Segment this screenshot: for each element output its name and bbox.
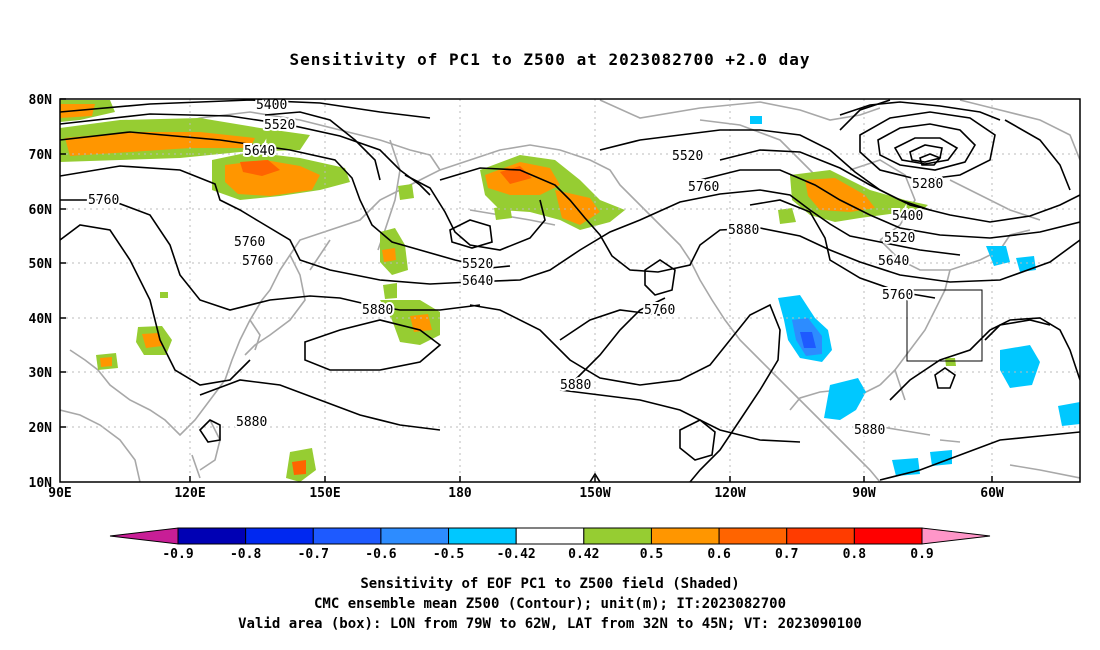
contour-label: 5760 [234, 235, 265, 250]
lat-label: 50N [29, 257, 53, 272]
contour-label: 5640 [462, 274, 493, 289]
contour-label: 5760 [242, 254, 273, 269]
caption-line-2: CMC ensemble mean Z500 (Contour); unit(m… [313, 596, 786, 612]
colorbar-box [177, 527, 247, 545]
map-frame-border [59, 98, 1081, 483]
map-title: Sensitivity of PC1 to Z500 at 2023082700… [289, 50, 811, 69]
colorbar-label: -0.5 [433, 547, 464, 562]
colorbar-label: 0.6 [707, 547, 731, 562]
colorbar-label: -0.6 [365, 547, 396, 562]
colorbar-box [650, 527, 720, 545]
contour-label: 5880 [236, 415, 267, 430]
colorbar-box [380, 527, 450, 545]
contour-label: 5880 [728, 223, 759, 238]
colorbar-box [786, 527, 855, 545]
axis-ticks [60, 98, 993, 482]
colorbar-label: -0.42 [497, 547, 536, 562]
colorbar-box [312, 527, 382, 545]
contour-labels: 5400 5520 5640 5760 5760 5760 5880 5520 … [86, 96, 945, 440]
colorbar-high-end-triangle [921, 527, 991, 545]
colorbar-label: -0.9 [162, 547, 193, 562]
contour-label: 5760 [688, 180, 719, 195]
contour-label: 5400 [256, 98, 287, 113]
colorbar-label: 0.9 [910, 547, 933, 562]
lon-label: 60W [980, 486, 1004, 501]
colorbar-label: 0.5 [640, 547, 663, 562]
z500-contours [60, 99, 1080, 482]
lon-label: 120E [174, 486, 205, 501]
lon-label: 90W [852, 486, 876, 501]
colorbar-low-end-triangle [109, 527, 179, 545]
contour-label: 5520 [672, 149, 703, 164]
colorbar-labels: -0.9 -0.8 -0.7 -0.6 -0.5 -0.42 0.42 0.5 0.6 0.7 0.… [162, 547, 933, 562]
valid-area-box [906, 289, 983, 362]
contour-label: 5280 [912, 177, 943, 192]
lon-label: 90E [48, 486, 71, 501]
colorbar-label: -0.7 [298, 547, 329, 562]
lon-label: 150E [309, 486, 340, 501]
colorbar-box [245, 527, 314, 545]
contour-label: 5880 [362, 303, 393, 318]
lat-label: 30N [29, 366, 53, 381]
lat-label: 70N [29, 148, 53, 163]
contour-label: 5760 [882, 288, 913, 303]
contour-label: 5640 [244, 144, 275, 159]
colorbar-label: 0.42 [568, 547, 599, 562]
contour-label: 5520 [884, 231, 915, 246]
colorbar-label: 0.8 [843, 547, 867, 562]
colorbar-label: 0.7 [775, 547, 798, 562]
contour-label: 5400 [892, 209, 923, 224]
lat-label: 10N [29, 476, 53, 491]
longitude-labels: 90E 120E 150E 180 150W 120W 90W 60W [48, 486, 1004, 501]
lon-label: 150W [579, 486, 610, 501]
contour-label: 5520 [264, 118, 295, 133]
lon-label: 120W [714, 486, 745, 501]
colorbar: -0.9 -0.8 -0.7 -0.6 -0.5 -0.42 0.42 0.5 0.6 0.7 0.… [109, 527, 991, 562]
colorbar-boxes [177, 527, 923, 545]
caption-line-3: Valid area (box): LON from 79W to 62W, L… [238, 616, 862, 632]
contour-label: 5760 [644, 303, 675, 318]
contour-label: 5520 [462, 257, 493, 272]
caption-line-1: Sensitivity of EOF PC1 to Z500 field (Sh… [360, 576, 740, 592]
lon-label: 180 [448, 486, 472, 501]
colorbar-label: -0.8 [230, 547, 261, 562]
lat-label: 20N [29, 421, 53, 436]
caption-block: Sensitivity of EOF PC1 to Z500 field (Sh… [0, 574, 1100, 634]
colorbar-box [448, 527, 517, 545]
lat-label: 40N [29, 312, 53, 327]
latitude-labels: 80N 70N 60N 50N 40N 30N 20N 10N [29, 93, 53, 491]
contour-label: 5760 [88, 193, 119, 208]
colorbar-box [718, 527, 788, 545]
lat-label: 80N [29, 93, 53, 108]
contour-label: 5880 [854, 423, 885, 438]
colorbar-box [583, 527, 652, 545]
negative-sensitivity-shading [750, 116, 1080, 476]
graticule [60, 99, 1080, 482]
colorbar-box [853, 527, 923, 545]
colorbar-box [515, 527, 585, 545]
contour-label: 5640 [878, 254, 909, 269]
lat-label: 60N [29, 203, 53, 218]
contour-label: 5880 [560, 378, 591, 393]
